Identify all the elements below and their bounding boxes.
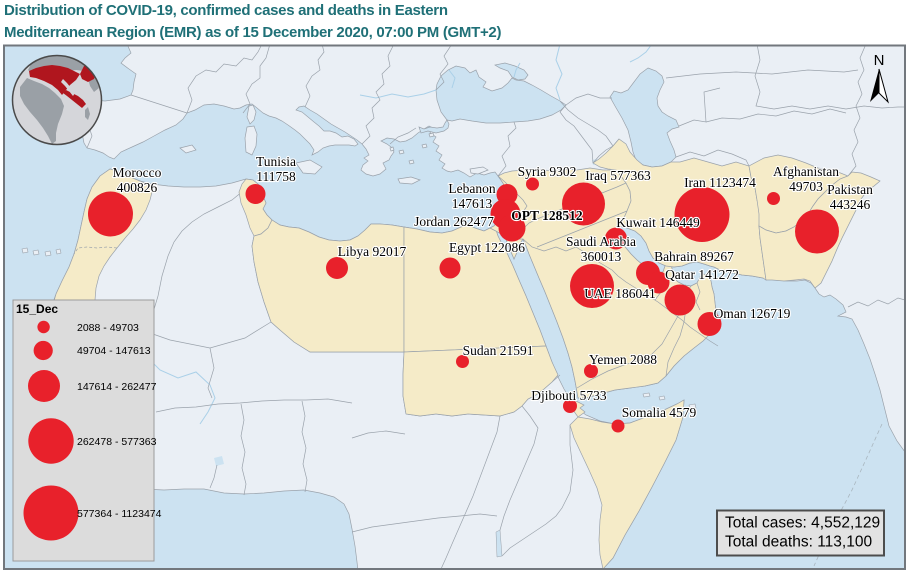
svg-text:Total deaths: 113,100: Total deaths: 113,100 bbox=[725, 534, 872, 551]
svg-text:Lebanon: Lebanon bbox=[448, 181, 495, 196]
svg-text:111758: 111758 bbox=[256, 169, 296, 184]
svg-text:Total cases: 4,552,129: Total cases: 4,552,129 bbox=[725, 515, 880, 532]
svg-text:Morocco: Morocco bbox=[113, 165, 162, 180]
svg-text:Yemen 2088: Yemen 2088 bbox=[589, 352, 657, 367]
svg-text:49703: 49703 bbox=[789, 179, 823, 194]
svg-text:Iraq 577363: Iraq 577363 bbox=[585, 168, 651, 183]
svg-text:443246: 443246 bbox=[830, 197, 871, 212]
svg-text:Oman 126719: Oman 126719 bbox=[714, 306, 791, 321]
svg-text:577364 - 1123474: 577364 - 1123474 bbox=[77, 508, 162, 520]
svg-text:OPT 128512: OPT 128512 bbox=[511, 208, 583, 223]
svg-text:Iran 1123474: Iran 1123474 bbox=[684, 175, 756, 190]
svg-text:49704 - 147613: 49704 - 147613 bbox=[77, 345, 151, 357]
svg-text:UAE 186041: UAE 186041 bbox=[584, 286, 656, 301]
svg-text:Bahrain 89267: Bahrain 89267 bbox=[654, 249, 734, 264]
svg-text:262478 - 577363: 262478 - 577363 bbox=[77, 436, 157, 448]
svg-text:Sudan 21591: Sudan 21591 bbox=[463, 343, 534, 358]
svg-text:360013: 360013 bbox=[581, 249, 622, 264]
svg-text:Afghanistan: Afghanistan bbox=[773, 164, 839, 179]
svg-text:400826: 400826 bbox=[117, 180, 158, 195]
svg-text:Kuwait 146449: Kuwait 146449 bbox=[616, 215, 700, 230]
svg-text:2088 - 49703: 2088 - 49703 bbox=[77, 322, 139, 334]
svg-text:Libya 92017: Libya 92017 bbox=[338, 244, 407, 259]
svg-text:Jordan 262477: Jordan 262477 bbox=[414, 214, 494, 229]
svg-text:Saudi Arabia: Saudi Arabia bbox=[566, 234, 636, 249]
svg-text:147613: 147613 bbox=[452, 196, 493, 211]
svg-text:Qatar 141272: Qatar 141272 bbox=[665, 267, 739, 282]
svg-text:Pakistan: Pakistan bbox=[827, 182, 873, 197]
svg-text:147614 - 262477: 147614 - 262477 bbox=[77, 381, 157, 393]
svg-text:Tunisia: Tunisia bbox=[256, 154, 296, 169]
svg-text:Egypt 122086: Egypt 122086 bbox=[449, 240, 525, 255]
svg-text:Djibouti 5733: Djibouti 5733 bbox=[531, 388, 607, 403]
svg-text:Somalia 4579: Somalia 4579 bbox=[622, 405, 697, 420]
svg-text:N: N bbox=[874, 52, 885, 69]
svg-text:15_Dec: 15_Dec bbox=[16, 302, 58, 316]
svg-text:Syria 9302: Syria 9302 bbox=[518, 164, 577, 179]
